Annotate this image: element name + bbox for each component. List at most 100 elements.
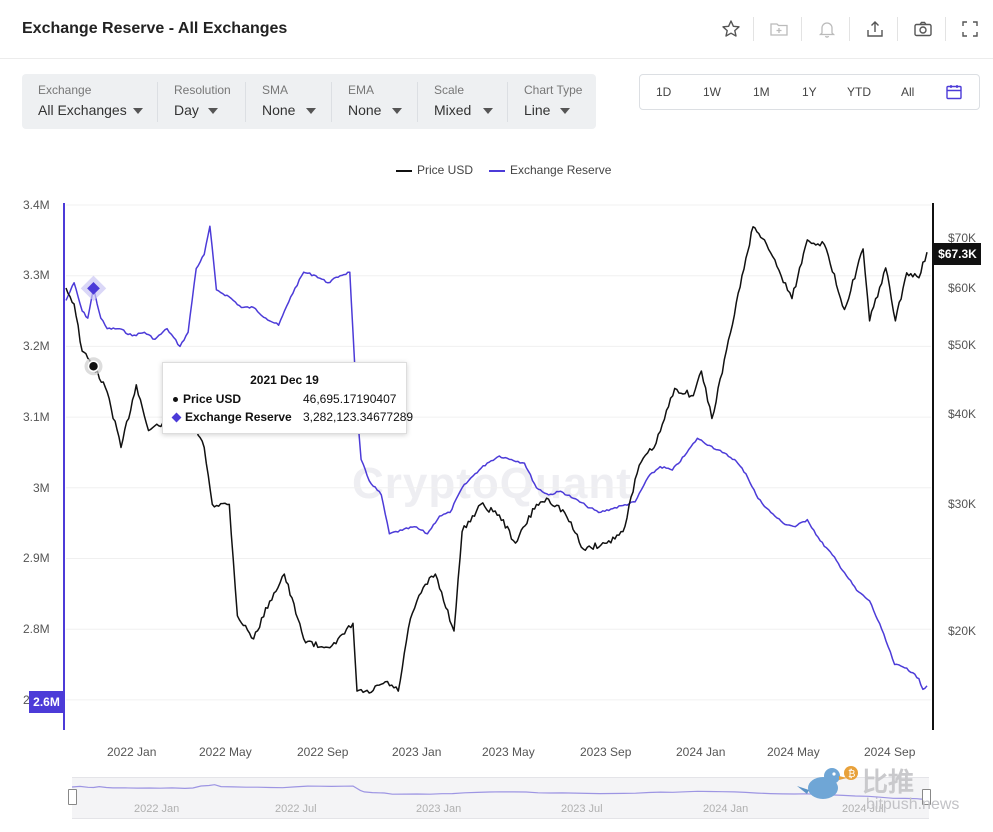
chevron-down-icon <box>133 108 143 114</box>
tooltip-value: 46,695.17190407 <box>303 392 397 406</box>
x-tick-label: 2024 May <box>767 745 820 759</box>
y-right-tick-label: $70K <box>948 231 977 245</box>
control-label: Scale <box>434 83 465 97</box>
scale-select[interactable]: Scale Mixed <box>434 74 504 129</box>
right-axis-badge: $67.3K <box>934 243 981 265</box>
control-label: SMA <box>262 83 289 97</box>
x-tick-label: 2023 May <box>482 745 535 759</box>
range-1w-button[interactable]: 1W <box>703 85 721 99</box>
calendar-icon[interactable] <box>945 83 963 101</box>
star-icon[interactable] <box>720 18 742 40</box>
range-1d-button[interactable]: 1D <box>656 85 672 99</box>
range-1y-button[interactable]: 1Y <box>802 85 817 99</box>
price-marker <box>87 360 100 373</box>
control-value: None <box>348 102 382 118</box>
chevron-down-icon <box>560 108 570 114</box>
y-tick-label: 3.4M <box>23 198 50 212</box>
range-all-button[interactable]: All <box>901 85 915 99</box>
ema-select[interactable]: EMA None <box>348 74 418 129</box>
navigator-left-handle[interactable] <box>68 789 77 805</box>
exchange-select[interactable]: Exchange All Exchanges <box>38 74 158 129</box>
chart-type-select[interactable]: Chart Type Line <box>524 74 594 129</box>
y-tick-label: 2.9M <box>23 551 50 565</box>
control-value: None <box>262 102 296 118</box>
range-1m-button[interactable]: 1M <box>753 85 770 99</box>
divider <box>945 17 946 41</box>
dot-icon <box>173 397 178 403</box>
divider <box>753 17 754 41</box>
y-right-tick-label: $40K <box>948 407 977 421</box>
navigator-series-line <box>71 784 926 800</box>
navigator-tick-label: 2024 Jan <box>703 803 749 815</box>
navigator-right-handle[interactable] <box>922 789 931 805</box>
divider <box>331 82 332 122</box>
x-tick-label: 2022 May <box>199 745 252 759</box>
tooltip-value: 3,282,123.34677289 <box>303 410 414 424</box>
chevron-down-icon <box>483 108 493 114</box>
brand-name-cn: 比推 <box>862 767 915 797</box>
y-tick-label: 3.1M <box>23 410 50 424</box>
bell-icon[interactable] <box>816 18 838 40</box>
right-axis-line <box>932 203 934 730</box>
navigator-tick-label: 2024 Jul <box>842 803 884 815</box>
range-navigator[interactable] <box>72 777 929 819</box>
y-right-tick-label: $50K <box>948 338 977 352</box>
y-tick-label: 3.2M <box>23 339 50 353</box>
sma-select[interactable]: SMA None <box>262 74 332 129</box>
legend-swatch-price <box>396 170 412 172</box>
y-right-tick-label: $20K <box>948 624 977 638</box>
y-right-tick-label: $30K <box>948 497 977 511</box>
navigator-tick-label: 2022 Jan <box>134 803 180 815</box>
share-icon[interactable] <box>864 18 886 40</box>
tooltip: 2021 Dec 19 Price USD 46,695.17190407 Ex… <box>162 362 413 434</box>
resolution-select[interactable]: Resolution Day <box>174 74 244 129</box>
control-label: EMA <box>348 83 375 97</box>
y-right-tick-label: $60K <box>948 281 977 295</box>
divider <box>897 17 898 41</box>
x-tick-label: 2024 Sep <box>864 745 916 759</box>
svg-text:₿: ₿ <box>848 768 855 780</box>
divider <box>849 17 850 41</box>
bird-logo-icon: ₿ <box>797 766 858 799</box>
chart-header: Exchange Reserve - All Exchanges <box>0 0 993 59</box>
divider <box>801 17 802 41</box>
legend-label-reserve[interactable]: Exchange Reserve <box>510 163 612 177</box>
x-tick-label: 2023 Sep <box>580 745 632 759</box>
brand-name-en: bitpush.news <box>866 796 960 813</box>
tooltip-series-name: Exchange Reserve <box>185 410 292 424</box>
x-tick-label: 2022 Jan <box>107 745 157 759</box>
tooltip-row-reserve: Exchange Reserve 3,282,123.34677289 <box>171 410 413 424</box>
chart-controls: Exchange All Exchanges Resolution Day SM… <box>22 74 596 129</box>
chevron-down-icon <box>306 108 316 114</box>
y-tick-label: 2.8M <box>23 622 50 636</box>
navigator-tick-label: 2023 Jan <box>416 803 462 815</box>
page-title: Exchange Reserve - All Exchanges <box>22 20 288 37</box>
legend-swatch-reserve <box>489 170 505 172</box>
control-label: Exchange <box>38 83 92 97</box>
x-tick-label: 2023 Jan <box>392 745 442 759</box>
navigator-tick-label: 2022 Jul <box>275 803 317 815</box>
fullscreen-icon[interactable] <box>959 18 981 40</box>
series-line-price-usd <box>65 226 928 694</box>
legend-label-price[interactable]: Price USD <box>417 163 474 177</box>
watermark: CryptoQuant <box>352 459 632 508</box>
chevron-down-icon <box>208 108 218 114</box>
x-tick-label: 2024 Jan <box>676 745 726 759</box>
control-label: Chart Type <box>524 83 583 97</box>
control-value: Mixed <box>434 102 472 118</box>
range-selector: 1D 1W 1M 1Y YTD All <box>639 74 980 110</box>
range-ytd-button[interactable]: YTD <box>847 85 871 99</box>
tooltip-date: 2021 Dec 19 <box>250 373 319 387</box>
tooltip-series-name: Price USD <box>183 392 242 406</box>
left-axis-line <box>63 203 65 730</box>
divider <box>245 82 246 122</box>
camera-icon[interactable] <box>912 18 934 40</box>
divider <box>507 82 508 122</box>
navigator-tick-label: 2023 Jul <box>561 803 603 815</box>
divider <box>417 82 418 122</box>
control-value: All Exchanges <box>38 102 127 118</box>
add-folder-icon[interactable] <box>768 18 790 40</box>
left-axis-badge: 2.6M <box>29 691 64 713</box>
